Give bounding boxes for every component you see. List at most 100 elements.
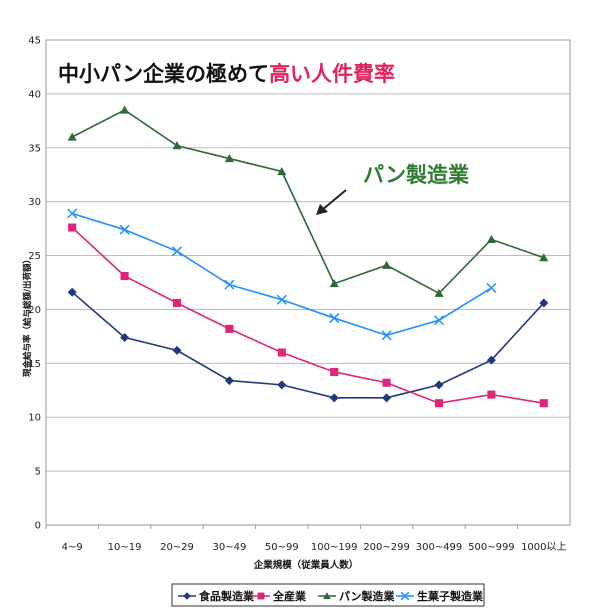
data-point [329,313,340,324]
data-point [276,294,287,305]
x-marker-stroke [224,279,235,290]
x-marker-stroke [486,282,497,293]
y-tick-label: 35 [28,143,41,154]
series-line [71,226,544,405]
y-tick-label: 15 [28,359,41,370]
data-point [400,591,410,601]
legend-label: 全産業 [272,589,307,603]
data-point [382,378,391,387]
data-point [120,271,129,281]
x-marker-stroke [171,246,183,257]
data-point [382,260,392,269]
series-2 [68,223,548,408]
data-point [539,253,549,262]
legend-label: パン製造業 [339,589,396,603]
data-point [433,315,445,326]
x-tick-label: 4~9 [62,542,83,553]
data-point [257,592,265,600]
series-line [71,291,545,399]
data-point [329,279,339,288]
data-point [277,380,287,390]
y-tick-label: 25 [28,251,41,262]
legend: 食品製造業 全産業 パン製造業 生菓子製造業 [178,589,484,603]
x-axis-ticks: 4~9 10~19 20~29 30~49 50~99 100~199 200~299 300… [45,525,567,553]
series-4 [67,208,497,341]
data-point [434,380,444,390]
data-point [277,348,286,357]
data-point [330,367,339,377]
series-layer [67,105,549,408]
x-tick-label: 200~299 [363,542,410,553]
y-axis-ticks: 0 5 10 15 20 25 30 35 40 45 [28,36,41,532]
data-point [329,393,339,403]
legend-item: 生菓子製造業 [396,589,484,603]
legend-label: 生菓子製造業 [417,589,484,603]
x-axis-label: 企業規模（従業員人数） [253,559,359,571]
data-point [172,298,182,308]
y-tick-label: 40 [28,89,41,100]
gridlines [46,39,570,472]
data-point [539,399,548,408]
legend-label: 食品製造業 [199,589,255,603]
title-main: 中小パン企業の極めて [58,62,269,86]
x-marker-stroke [329,313,340,324]
title-highlight: 高い人件費率 [269,62,395,86]
x-marker-stroke [433,315,445,326]
data-point [68,223,77,232]
data-point [224,279,235,290]
data-point [434,288,444,297]
data-point [539,298,549,308]
x-tick-label: 20~29 [160,542,194,553]
x-tick-label: 500~999 [468,542,515,553]
x-marker-stroke [400,591,410,601]
data-point [277,166,287,176]
data-point [486,282,497,293]
data-point [487,390,496,399]
data-point [171,246,183,257]
y-tick-label: 10 [28,413,41,424]
data-point [382,393,392,403]
data-point [434,399,444,408]
x-tick-label: 50~99 [265,542,299,553]
data-point [381,330,392,341]
x-tick-label: 30~49 [212,542,246,553]
annotation-arrow [316,189,347,215]
y-tick-label: 20 [28,305,41,316]
x-tick-label: 300~499 [416,542,463,553]
data-point [172,345,182,355]
legend-item: パン製造業 [318,589,396,603]
data-point [120,105,130,114]
data-point [67,287,77,297]
y-tick-label: 45 [28,36,41,47]
series-1 [67,287,549,403]
x-tick-label: 100~199 [311,542,358,553]
data-point [67,208,78,219]
data-point [323,592,331,600]
y-tick-label: 30 [28,197,41,208]
series-3 [67,105,549,297]
data-point [67,132,77,141]
x-marker-stroke [276,294,287,305]
series-line [71,109,545,295]
data-point [119,224,130,235]
x-tick-label: 10~19 [108,542,142,553]
data-point [486,355,496,365]
x-marker-stroke [381,330,392,341]
data-point [224,154,234,163]
x-tick-label: 1000以上 [521,541,566,553]
x-marker-stroke [67,208,78,219]
y-axis-label: 現金給与率（給与総額/出荷額） [22,255,33,377]
data-point [224,376,234,386]
data-point [120,332,130,342]
annotation-label: パン製造業 [363,163,470,187]
plot-frame [45,39,571,526]
data-point [172,141,182,150]
chart-title: 中小パン企業の極めて高い人件費率 [58,62,395,86]
data-point [486,234,496,243]
legend-item: 食品製造業 [178,589,255,603]
data-point [225,324,234,333]
x-marker-stroke [119,224,130,235]
series-line [71,212,492,337]
legend-item: 全産業 [252,589,307,603]
